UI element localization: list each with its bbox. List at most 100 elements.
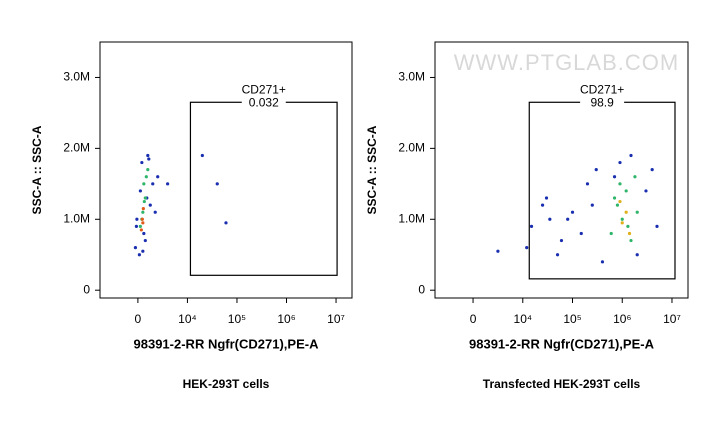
y-tick-label: 3.0M xyxy=(63,70,90,84)
event-dot xyxy=(148,203,152,207)
event-dot xyxy=(140,217,144,221)
event-dot xyxy=(618,160,622,165)
x-tick-label: 10⁶ xyxy=(277,312,295,326)
x-tick-label: 10⁴ xyxy=(514,312,533,326)
event-dot xyxy=(644,189,648,193)
event-dot xyxy=(525,246,529,250)
gate-value-bg xyxy=(580,96,625,110)
x-tick-label: 10⁵ xyxy=(563,312,581,326)
event-dot xyxy=(142,199,146,204)
event-dot xyxy=(141,207,145,211)
event-dot xyxy=(624,189,628,193)
x-tick-label: 10⁴ xyxy=(178,312,197,326)
y-axis-label: SSC-A :: SSC-A xyxy=(365,125,379,214)
event-dot xyxy=(618,199,622,204)
event-dot xyxy=(629,238,633,243)
event-dot xyxy=(137,253,141,257)
y-axis-label: SSC-A :: SSC-A xyxy=(30,125,44,214)
event-dot xyxy=(627,231,632,236)
y-tick-label: 0 xyxy=(83,282,90,296)
event-dot xyxy=(540,203,545,207)
event-dot xyxy=(635,253,639,257)
event-dot xyxy=(224,221,228,225)
event-dot xyxy=(566,217,570,221)
event-dot xyxy=(134,224,139,228)
event-dot xyxy=(612,175,617,179)
event-dot xyxy=(590,203,594,207)
y-tick-label: 2.0M xyxy=(63,141,90,155)
gate-value: 98.9 xyxy=(590,95,614,109)
event-dot xyxy=(615,203,620,207)
event-dot xyxy=(140,160,144,165)
event-dot xyxy=(579,231,583,236)
x-axis-label: 98391-2-RR Ngfr(CD271),PE-A xyxy=(134,336,320,351)
event-dot xyxy=(655,224,659,228)
event-dot xyxy=(585,182,590,186)
event-dot xyxy=(166,182,170,186)
event-dot xyxy=(142,231,146,236)
event-dot xyxy=(143,238,147,243)
x-tick-label: 10⁵ xyxy=(228,312,246,326)
event-dot xyxy=(135,217,139,221)
event-dot xyxy=(612,196,617,200)
plot-frame xyxy=(434,41,689,299)
event-dot xyxy=(141,249,145,253)
event-dot xyxy=(609,231,613,236)
event-dot xyxy=(133,246,138,250)
event-dot xyxy=(144,175,148,179)
event-dot xyxy=(529,224,534,228)
event-dot xyxy=(143,196,147,200)
event-dot xyxy=(147,157,151,161)
gate xyxy=(528,101,676,280)
gate xyxy=(189,101,338,276)
x-tick-label: 0 xyxy=(135,312,142,326)
event-dot xyxy=(215,182,219,186)
gate-value-bg xyxy=(241,96,286,110)
event-dot xyxy=(141,210,145,214)
event-dot xyxy=(153,210,157,214)
event-dot xyxy=(559,238,564,243)
event-dot xyxy=(624,210,628,214)
event-dot xyxy=(629,153,633,158)
y-tick-label: 3.0M xyxy=(398,70,425,84)
event-dot xyxy=(200,153,204,158)
y-tick-label: 1.0M xyxy=(398,211,425,225)
event-dot xyxy=(146,168,150,172)
event-dot xyxy=(620,217,624,221)
x-tick-label: 10⁷ xyxy=(327,312,345,326)
x-tick-label: 0 xyxy=(470,312,477,326)
event-dot xyxy=(139,228,143,232)
x-axis-label: 98391-2-RR Ngfr(CD271),PE-A xyxy=(469,336,655,351)
event-dot xyxy=(633,175,637,179)
event-dot xyxy=(151,182,155,186)
event-dot xyxy=(141,221,145,225)
event-dot xyxy=(548,217,552,221)
event-dot xyxy=(544,196,549,200)
y-tick-label: 2.0M xyxy=(398,141,425,155)
event-dot xyxy=(594,168,598,172)
watermark: WWW.PTGLAB.COM xyxy=(454,50,679,75)
event-dot xyxy=(626,224,630,228)
event-dot xyxy=(156,175,160,179)
event-dot xyxy=(555,253,560,257)
y-tick-label: 0 xyxy=(418,282,425,296)
x-tick-label: 10⁷ xyxy=(663,312,681,326)
event-dot xyxy=(138,189,142,193)
gate-name: CD271+ xyxy=(242,82,286,96)
event-dot xyxy=(496,249,500,253)
event-dot xyxy=(146,153,150,158)
event-dot xyxy=(650,168,654,172)
event-dot xyxy=(142,182,146,186)
event-dot xyxy=(620,221,624,225)
gate-value: 0.032 xyxy=(249,95,279,109)
event-dot xyxy=(570,210,575,214)
y-tick-label: 1.0M xyxy=(63,211,90,225)
gate-name: CD271+ xyxy=(580,82,624,96)
event-dot xyxy=(600,260,605,264)
plot-frame xyxy=(99,41,353,299)
event-dot xyxy=(618,182,622,186)
event-dot xyxy=(635,210,639,214)
caption: HEK-293T cells xyxy=(183,377,270,391)
caption: Transfected HEK-293T cells xyxy=(483,377,641,391)
